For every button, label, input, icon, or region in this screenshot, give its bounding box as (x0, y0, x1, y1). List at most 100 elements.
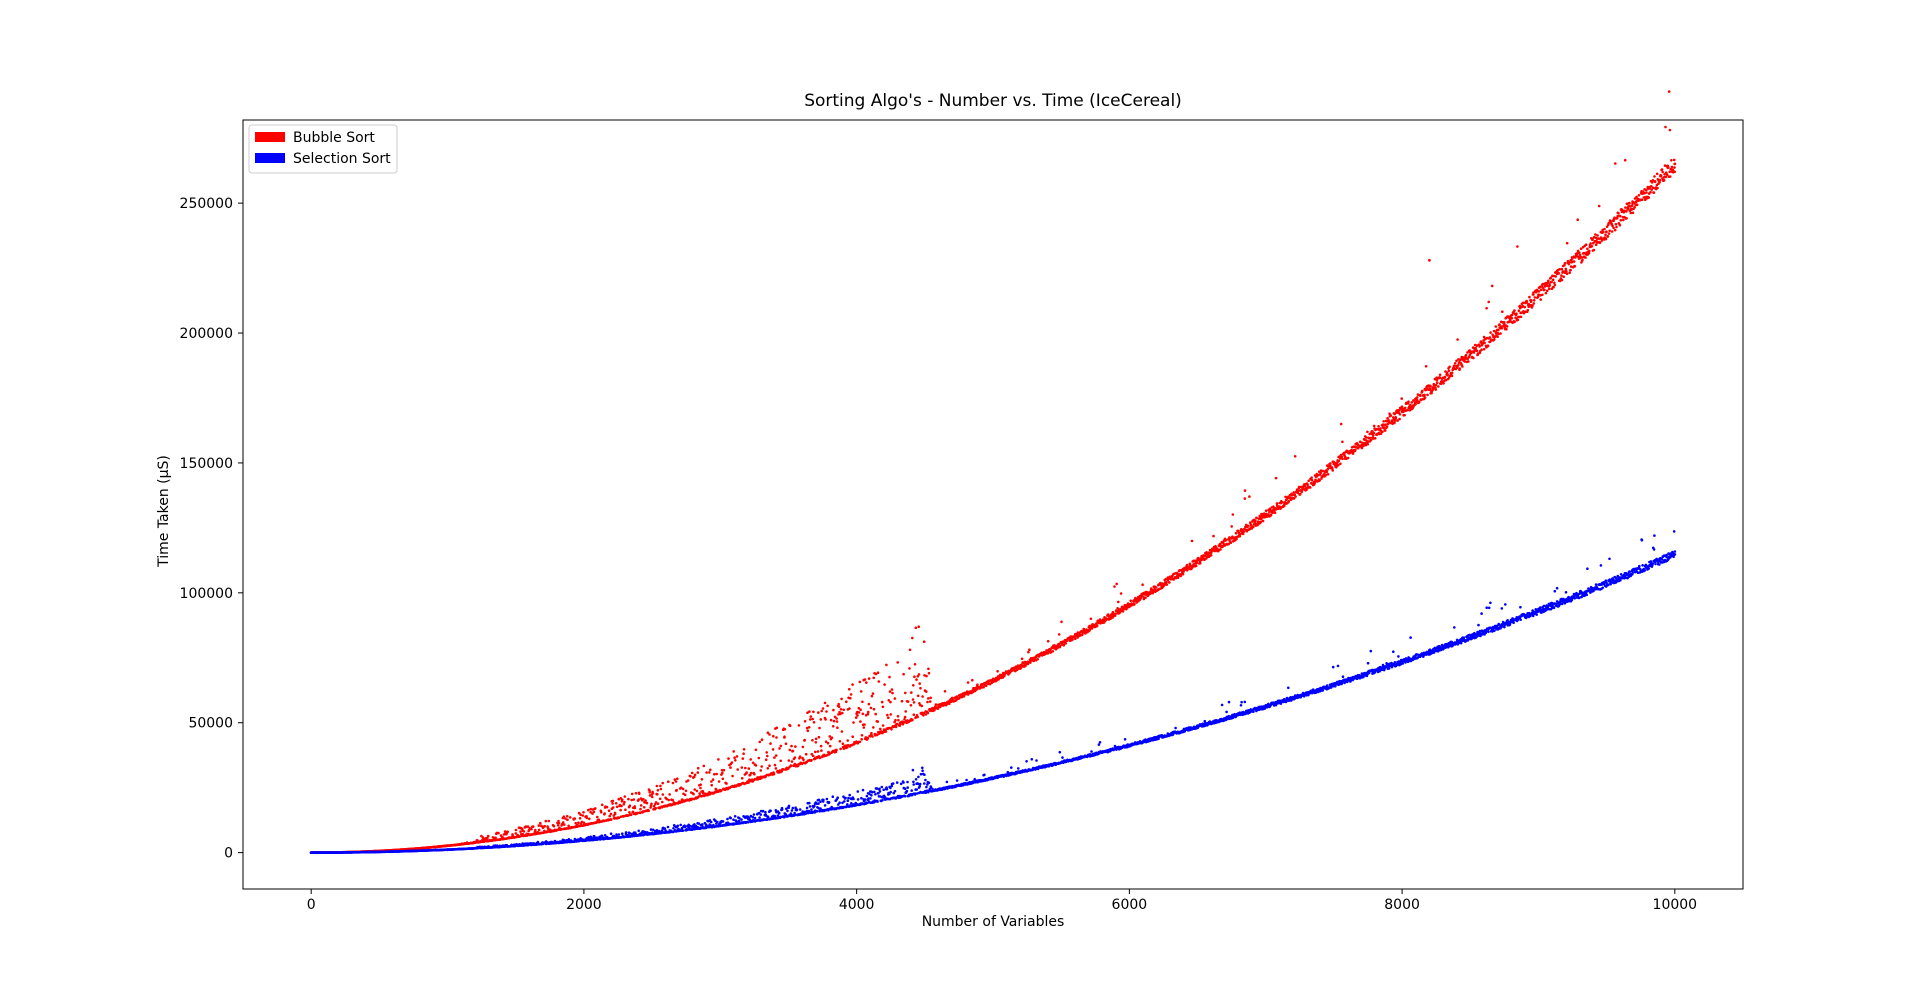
data-point (621, 832, 624, 835)
data-point (794, 745, 797, 748)
data-point (582, 823, 586, 827)
data-point (702, 764, 706, 768)
data-point (582, 821, 586, 825)
data-point (1515, 312, 1518, 316)
data-point (497, 831, 500, 835)
data-point (925, 674, 928, 678)
data-point (852, 797, 855, 801)
data-point (628, 804, 632, 807)
data-point (1629, 211, 1633, 215)
data-point (1650, 181, 1654, 184)
data-point (783, 735, 786, 738)
data-point (1485, 336, 1489, 340)
data-point (1619, 214, 1622, 218)
data-point (1589, 242, 1592, 245)
data-point (1428, 258, 1431, 262)
data-point (874, 712, 877, 716)
data-point (686, 779, 690, 782)
data-point (881, 705, 885, 709)
data-point (1243, 497, 1247, 500)
data-point (1051, 650, 1055, 653)
data-point (628, 811, 631, 814)
data-point (851, 683, 854, 686)
data-point (1558, 267, 1561, 271)
data-point (861, 700, 864, 704)
data-point (1625, 217, 1628, 220)
data-point (893, 789, 897, 793)
data-point (811, 717, 814, 721)
data-point (912, 684, 915, 687)
data-point (878, 787, 881, 791)
data-point (809, 718, 812, 721)
data-point (841, 711, 844, 715)
data-point (1230, 525, 1233, 528)
data-point (849, 696, 852, 700)
data-point (1119, 592, 1123, 595)
data-point (1117, 600, 1120, 604)
data-point (623, 795, 627, 798)
data-point (1329, 462, 1332, 465)
data-point (1672, 158, 1676, 162)
data-point (665, 797, 668, 801)
data-point (1528, 295, 1531, 299)
data-point (1635, 199, 1638, 203)
data-point (1612, 226, 1615, 230)
data-point (1293, 455, 1297, 458)
data-point (689, 775, 692, 778)
data-point (881, 799, 884, 802)
data-point (627, 797, 630, 801)
data-point (859, 708, 862, 711)
data-point (1640, 198, 1644, 201)
data-point (753, 816, 757, 820)
data-point (810, 758, 813, 762)
data-point (675, 788, 678, 792)
data-point (1603, 227, 1606, 231)
data-point (659, 784, 662, 788)
data-point (788, 748, 792, 752)
data-point (1565, 272, 1569, 276)
data-point (760, 765, 763, 768)
data-point (518, 835, 521, 838)
data-point (1209, 551, 1213, 554)
data-point (1313, 481, 1316, 485)
data-point (846, 739, 849, 742)
data-point (715, 772, 718, 776)
data-point (911, 698, 915, 701)
data-point (852, 721, 855, 724)
data-point (1219, 542, 1222, 546)
data-point (1150, 588, 1154, 592)
data-point (811, 739, 814, 742)
data-point (1483, 341, 1486, 345)
data-point (766, 754, 769, 758)
data-point (829, 718, 833, 722)
data-point (547, 819, 551, 823)
data-point (692, 792, 695, 796)
data-point (725, 782, 728, 785)
data-point (1531, 304, 1534, 307)
data-point (522, 830, 526, 833)
data-point (698, 792, 701, 795)
data-point (1539, 288, 1543, 292)
data-point (856, 798, 860, 801)
data-point (839, 747, 842, 751)
data-point (845, 700, 848, 703)
data-point (885, 663, 888, 667)
data-point (1605, 230, 1608, 234)
data-point (917, 625, 920, 628)
data-point (1526, 308, 1530, 312)
data-point (884, 730, 888, 733)
data-point (624, 831, 628, 834)
data-point (1198, 562, 1202, 565)
data-point (791, 806, 795, 810)
data-point (1181, 572, 1185, 576)
data-point (1373, 436, 1377, 440)
data-point (779, 744, 783, 748)
data-point (1625, 210, 1628, 213)
data-point (1337, 459, 1341, 463)
data-point (893, 697, 897, 700)
data-point (909, 704, 913, 707)
data-point (912, 701, 916, 704)
data-point (759, 813, 762, 816)
data-point (927, 697, 930, 700)
data-point (1461, 365, 1464, 368)
